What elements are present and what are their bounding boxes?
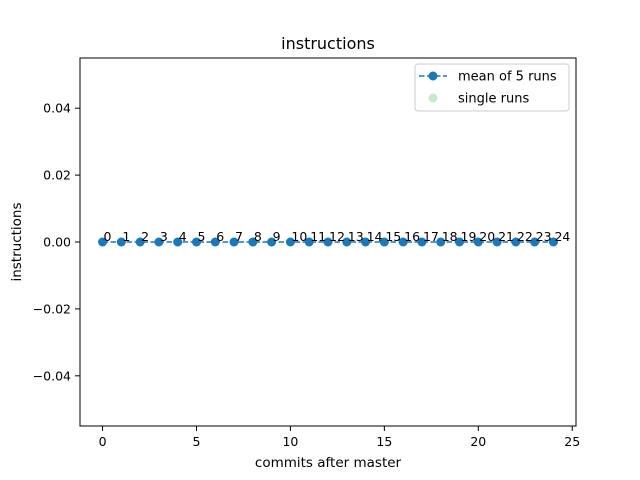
x-tick-label: 20 — [470, 434, 486, 449]
y-tick-label: 0.04 — [43, 101, 71, 116]
x-tick-label: 25 — [564, 434, 580, 449]
mean-point — [210, 237, 220, 247]
mean-point — [417, 237, 427, 247]
x-tick-label: 15 — [376, 434, 392, 449]
mean-point — [154, 237, 164, 247]
point-annotation: 9 — [273, 229, 281, 244]
point-annotation: 7 — [235, 229, 243, 244]
point-annotation: 8 — [254, 229, 262, 244]
x-tick-label: 5 — [193, 434, 201, 449]
mean-point — [173, 237, 183, 247]
mean-point — [473, 237, 483, 247]
x-tick-label: 0 — [99, 434, 107, 449]
point-annotation: 6 — [216, 229, 224, 244]
legend-mean-label: mean of 5 runs — [458, 70, 557, 85]
mean-point — [304, 237, 314, 247]
legend-mean-marker — [428, 71, 438, 81]
point-annotation: 15 — [385, 229, 401, 244]
y-tick-label: −0.04 — [33, 368, 71, 383]
point-annotation: 3 — [160, 229, 168, 244]
legend-single-marker — [428, 93, 438, 103]
point-annotation: 12 — [329, 229, 345, 244]
mean-point — [436, 237, 446, 247]
mean-point — [248, 237, 258, 247]
point-annotation: 19 — [461, 229, 477, 244]
point-annotation: 5 — [197, 229, 205, 244]
y-axis-label: instructions — [9, 202, 25, 281]
y-axis-ticks: −0.04 −0.02 0.00 0.02 0.04 — [33, 101, 80, 383]
mean-point — [361, 237, 371, 247]
mean-point — [548, 237, 558, 247]
mean-point — [455, 237, 465, 247]
x-tick-label: 10 — [282, 434, 298, 449]
point-annotation: 4 — [179, 229, 187, 244]
mean-point — [342, 237, 352, 247]
point-annotation: 0 — [104, 229, 112, 244]
mean-series-layer — [98, 237, 558, 247]
mean-point — [135, 237, 145, 247]
point-annotation: 16 — [404, 229, 420, 244]
mean-point — [379, 237, 389, 247]
mean-point — [530, 237, 540, 247]
x-axis-label: commits after master — [255, 455, 402, 471]
point-annotation: 10 — [291, 229, 307, 244]
mean-point — [511, 237, 521, 247]
point-annotation: 20 — [479, 229, 495, 244]
chart-title: instructions — [281, 34, 375, 53]
point-annotation: 13 — [348, 229, 364, 244]
point-annotation: 1 — [122, 229, 130, 244]
mean-point — [285, 237, 295, 247]
point-annotation: 24 — [554, 229, 570, 244]
point-annotation: 18 — [442, 229, 458, 244]
mean-point — [323, 237, 333, 247]
point-annotation: 2 — [141, 229, 149, 244]
point-annotation: 17 — [423, 229, 439, 244]
y-tick-label: 0.00 — [43, 235, 71, 250]
y-tick-label: −0.02 — [33, 301, 71, 316]
y-tick-label: 0.02 — [43, 168, 71, 183]
point-annotation: 14 — [367, 229, 383, 244]
legend-single-label: single runs — [458, 92, 529, 107]
mean-point — [229, 237, 239, 247]
point-labels-layer: 0 1 2 3 4 5 6 7 8 9 10 11 12 13 14 15 16 17 18 19 20 21 22 23 24 — [104, 229, 571, 244]
mean-point — [98, 237, 108, 247]
mean-point — [191, 237, 201, 247]
mean-point — [116, 237, 126, 247]
point-annotation: 23 — [536, 229, 552, 244]
x-axis-ticks: 0 5 10 15 20 25 — [99, 426, 580, 449]
point-annotation: 11 — [310, 229, 326, 244]
legend-box — [414, 63, 570, 112]
mean-point — [398, 237, 408, 247]
point-annotation: 22 — [517, 229, 533, 244]
point-annotation: 21 — [498, 229, 514, 244]
mean-point — [267, 237, 277, 247]
mean-point — [492, 237, 502, 247]
legend: mean of 5 runs single runs — [414, 63, 570, 112]
